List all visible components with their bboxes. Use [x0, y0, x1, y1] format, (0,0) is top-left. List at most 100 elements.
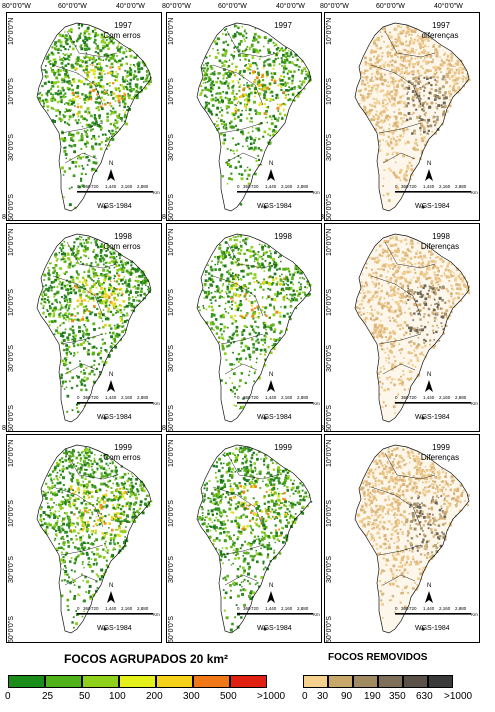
north-arrow-icon [267, 591, 275, 603]
scale-bar [237, 402, 313, 404]
scale-label: 0 [237, 184, 240, 189]
legend-removidos-tick: 90 [341, 691, 353, 702]
axis-label-latitude: 10°0'0"S [168, 500, 175, 527]
fire-density-points [197, 446, 313, 633]
datum-label: WGS-1984 [257, 414, 292, 421]
map-panel-1999-errors: 1999 Com erros N 0 360 720 1,440 2,160 2,880 Km WG… [6, 434, 162, 643]
scale-label: 360 [83, 395, 91, 400]
country-border [64, 152, 98, 164]
map-graphic [36, 233, 153, 423]
axis-label-latitude: 10°0'0"S [326, 78, 333, 105]
legend-removidos-swatch [328, 675, 353, 688]
scale-label: 1,440 [423, 606, 435, 611]
scale-label: 2,880 [297, 184, 309, 189]
axis-label-longitude: 80°0'0"W [2, 3, 31, 10]
country-border [212, 275, 264, 317]
datum-label: WGS-1984 [97, 414, 132, 421]
axis-label-longitude: 40°0'0"W [434, 3, 463, 10]
country-border [212, 64, 264, 106]
north-label: N [269, 583, 274, 589]
scale-bar [237, 191, 313, 193]
scale-unit: Km [471, 401, 478, 406]
north-arrow-icon [107, 591, 115, 603]
falkland-islands [421, 416, 425, 420]
panel-subtitle: Com erros [103, 31, 141, 40]
axis-label-latitude: 50°0'0"S [168, 194, 175, 221]
datum-label: WGS-1984 [97, 203, 132, 210]
scale-label: 360 [401, 184, 409, 189]
scale-label: 360 [243, 184, 251, 189]
scale-bar [77, 613, 153, 615]
country-border [370, 64, 422, 106]
scale-bar [395, 402, 471, 404]
legend-focos-swatch [45, 675, 82, 688]
legend-removidos-swatch [353, 675, 378, 688]
axis-label-latitude: 30°0'0"S [168, 134, 175, 161]
map-graphic [36, 444, 153, 634]
scale-label: 720 [91, 395, 99, 400]
axis-label-latitude: 30°0'0"S [326, 556, 333, 583]
continent-outline [354, 233, 470, 423]
country-border [220, 333, 264, 345]
panel-year: 1997 [274, 21, 292, 30]
scale-label: 720 [251, 606, 259, 611]
axis-label-latitude: 50°0'0"S [168, 616, 175, 643]
axis-label-longitude: 60°0'0"W [218, 3, 247, 10]
falkland-islands [103, 627, 107, 631]
scale-bar [77, 402, 153, 404]
map-graphic [354, 233, 471, 423]
legend-focos-swatch [193, 675, 230, 688]
legend-focos-swatch [156, 675, 193, 688]
scale-label: 720 [251, 395, 259, 400]
axis-label-latitude: 30°0'0"S [8, 134, 15, 161]
axis-label-latitude: 10°0'0"S [168, 78, 175, 105]
axis-label-latitude: 10°0'0"S [326, 289, 333, 316]
country-border [382, 363, 416, 375]
scale-label: 2,880 [297, 395, 309, 400]
scale-unit: Km [153, 190, 160, 195]
country-border [384, 452, 436, 480]
panel-subtitle: diferenças [421, 31, 459, 40]
north-label: N [269, 372, 274, 378]
scale-label: 1,440 [105, 606, 117, 611]
scale-label: 1,440 [423, 395, 435, 400]
panel-year: 1998 [274, 232, 292, 241]
scale-label: 2,880 [137, 606, 149, 611]
datum-label: WGS-1984 [257, 203, 292, 210]
scale-label: 1,440 [105, 395, 117, 400]
scale-label: 0 [77, 606, 80, 611]
north-label: N [427, 161, 432, 167]
axis-label-latitude: 30°0'0"S [326, 345, 333, 372]
country-border [224, 574, 258, 586]
north-arrow-icon [425, 380, 433, 392]
scale-label: 2,160 [281, 606, 293, 611]
axis-label-latitude: 10°0'0"N [326, 17, 333, 45]
fire-density-points [197, 234, 312, 410]
legend-focos-tick: 300 [183, 691, 200, 702]
scale-label: 2,160 [439, 606, 451, 611]
panel-subtitle: Diferenças [420, 453, 460, 462]
axis-label-longitude: 40°0'0"W [116, 3, 145, 10]
country-border [226, 452, 278, 480]
scale-label: 2,160 [439, 395, 451, 400]
north-label: N [427, 583, 432, 589]
country-border [378, 333, 422, 345]
axis-label-latitude: 10°0'0"S [8, 289, 15, 316]
axis-label-latitude: 10°0'0"N [168, 439, 175, 467]
legend-removidos-tick: 30 [317, 691, 329, 702]
country-border [382, 574, 416, 586]
map-graphic [354, 22, 471, 212]
falkland-islands [103, 205, 107, 209]
scale-label: 2,160 [281, 184, 293, 189]
north-label: N [109, 583, 114, 589]
legend-focos-tick: 100 [109, 691, 126, 702]
scale-label: 720 [409, 606, 417, 611]
map-panel-1997-errors: 1997 Com erros N 0 360 720 1,440 2,160 2,880 Km WG… [6, 12, 162, 221]
map-graphic [196, 233, 313, 423]
axis-label-longitude: 40°0'0"W [276, 3, 305, 10]
continent-outline [36, 233, 152, 423]
north-label: N [109, 161, 114, 167]
scale-label: 2,880 [455, 184, 467, 189]
scale-unit: Km [313, 401, 320, 406]
country-border [226, 241, 278, 269]
